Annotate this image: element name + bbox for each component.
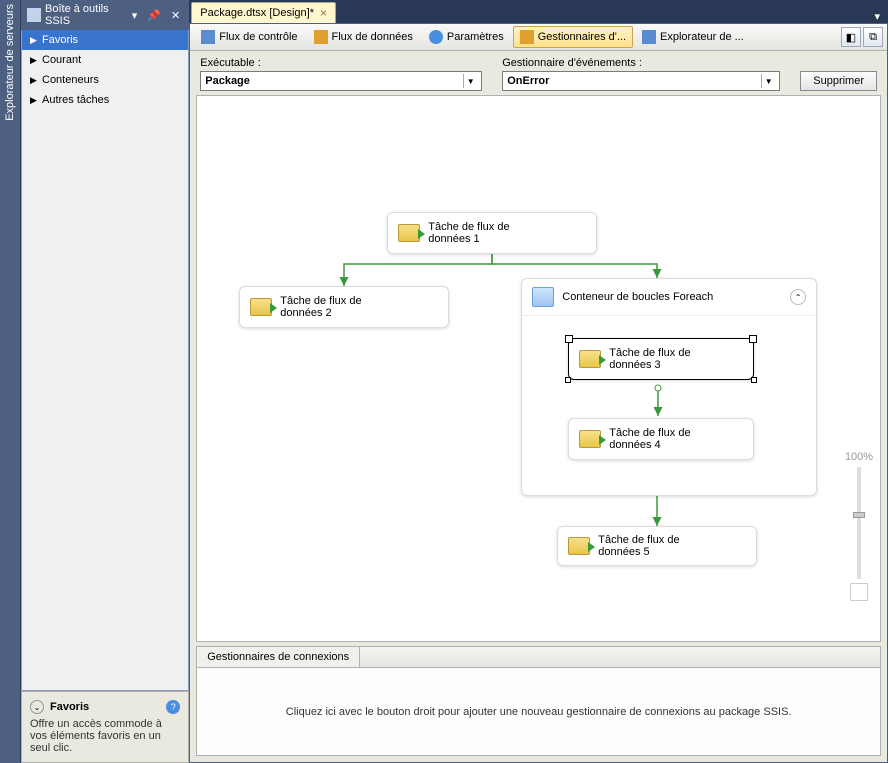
canvas[interactable]: Tâche de flux de données 1 Tâche de flux… [196,95,881,642]
toolbox-help: ⌄ Favoris ? Offre un accès commode à vos… [21,691,189,763]
ribbon-button-1[interactable]: ◧ [841,27,861,47]
document-tab-label: Package.dtsx [Design]* [200,7,314,19]
toolbox-body: ▶Favoris ▶Courant ▶Conteneurs ▶Autres tâ… [21,30,189,691]
help-title: Favoris [50,701,89,713]
ribbon-explorateur[interactable]: Explorateur de ... [635,26,751,48]
dropdown-icon[interactable]: ▼ [761,74,775,88]
close-icon[interactable]: ✕ [168,9,183,22]
zoom-label: 100% [845,451,873,463]
connection-tab-row: Gestionnaires de connexions [197,647,880,668]
help-desc: Offre un accès commode à vos éléments fa… [30,718,180,754]
parameters-icon [429,30,443,44]
close-tab-icon[interactable]: × [320,6,327,20]
toolbox-item-favoris[interactable]: ▶Favoris [22,30,188,50]
task-flux-1[interactable]: Tâche de flux de données 1 [387,212,597,254]
toolbox-item-courant[interactable]: ▶Courant [22,50,188,70]
chevron-down-icon[interactable]: ⌄ [30,700,44,714]
dropdown-icon[interactable]: ▼ [463,74,477,88]
collapse-icon[interactable]: ⌃ [790,289,806,305]
connection-managers-panel: Gestionnaires de connexions Cliquez ici … [196,646,881,756]
foreach-container[interactable]: Conteneur de boucles Foreach ⌃ Tâche de … [521,278,817,496]
event-handlers-icon [520,30,534,44]
document-tab-row: Package.dtsx [Design]* × ▾ [189,0,888,23]
data-flow-task-icon [398,224,420,242]
container-header: Conteneur de boucles Foreach ⌃ [522,279,816,316]
data-flow-task-icon [579,350,601,368]
executable-value: Package [205,75,463,87]
main-area: Package.dtsx [Design]* × ▾ Flux de contr… [189,0,888,763]
toolbox-title: Boîte à outils SSIS [45,3,125,27]
toolbox-header: Boîte à outils SSIS ▾ 📌 ✕ [21,0,189,30]
server-explorer-tab[interactable]: Explorateur de serveurs [0,0,21,763]
ribbon-button-2[interactable]: ⧉ [863,27,883,47]
executable-combo[interactable]: Package ▼ [200,71,482,91]
package-explorer-icon [642,30,656,44]
connection-hint: Cliquez ici avec le bouton droit pour aj… [286,706,792,718]
designer-ribbon: Flux de contrôle Flux de données Paramèt… [190,24,887,51]
connection-body[interactable]: Cliquez ici avec le bouton droit pour aj… [197,668,880,755]
task-flux-4[interactable]: Tâche de flux de données 4 [568,418,754,460]
event-handler-label: Gestionnaire d'événements : [502,57,780,69]
executable-label: Exécutable : [200,57,482,69]
ribbon-gestionnaires[interactable]: Gestionnaires d'... [513,26,633,48]
task-flux-3[interactable]: Tâche de flux de données 3 [568,338,754,380]
pin-icon[interactable]: 📌 [144,9,164,22]
toolbox-panel: Boîte à outils SSIS ▾ 📌 ✕ ▶Favoris ▶Cour… [21,0,189,763]
ribbon-flux-controle[interactable]: Flux de contrôle [194,26,304,48]
task-flux-2[interactable]: Tâche de flux de données 2 [239,286,449,328]
toolbox-item-conteneurs[interactable]: ▶Conteneurs [22,70,188,90]
zoom-thumb[interactable] [853,512,865,518]
flow-control-icon [201,30,215,44]
ribbon-parametres[interactable]: Paramètres [422,26,511,48]
server-explorer-label: Explorateur de serveurs [4,4,16,121]
data-flow-task-icon [250,298,272,316]
dropdown-icon[interactable]: ▾ [129,9,141,22]
foreach-icon [532,287,554,307]
help-icon[interactable]: ? [166,700,180,714]
delete-button[interactable]: Supprimer [800,71,877,91]
event-handler-value: OnError [507,75,761,87]
zoom-slider[interactable]: 100% [846,451,872,601]
data-flow-task-icon [579,430,601,448]
selector-row: Exécutable : Package ▼ Gestionnaire d'év… [190,51,887,95]
ribbon-flux-donnees[interactable]: Flux de données [307,26,420,48]
container-label: Conteneur de boucles Foreach [562,291,713,303]
connection-tab[interactable]: Gestionnaires de connexions [197,647,360,667]
document-tab[interactable]: Package.dtsx [Design]* × [191,2,336,23]
fit-icon[interactable] [850,583,868,601]
designer-panel: Flux de contrôle Flux de données Paramèt… [189,23,888,763]
toolbox-item-autres[interactable]: ▶Autres tâches [22,90,188,110]
data-flow-icon [314,30,328,44]
data-flow-task-icon [568,537,590,555]
tab-overflow-icon[interactable]: ▾ [866,10,888,23]
toolbox-icon [27,8,41,22]
task-flux-5[interactable]: Tâche de flux de données 5 [557,526,757,566]
event-handler-combo[interactable]: OnError ▼ [502,71,780,91]
